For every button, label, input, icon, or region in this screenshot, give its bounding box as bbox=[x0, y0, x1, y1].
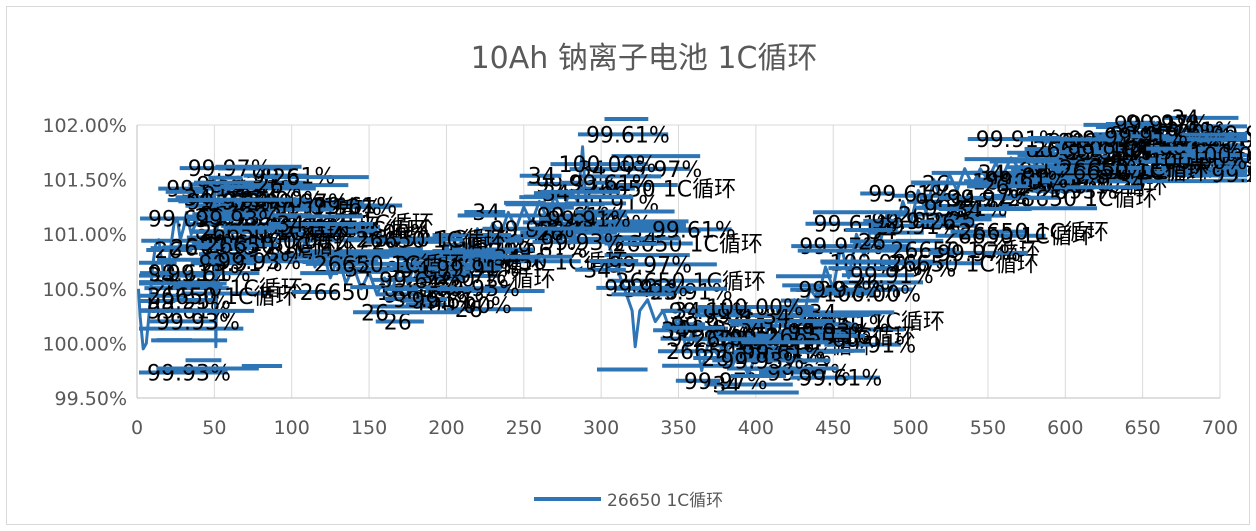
data-label: 26 bbox=[982, 175, 1010, 200]
data-label: 34 bbox=[276, 213, 304, 238]
data-label: 100.00% bbox=[558, 153, 656, 178]
x-tick-label: 500 bbox=[892, 417, 928, 439]
data-label: 99.61% bbox=[868, 182, 952, 207]
data-label: 99.93% bbox=[147, 362, 231, 387]
label-clutter: 99.93%2699.61%342634100.00%3499.97%99.93… bbox=[139, 107, 1251, 399]
data-label: 99.97% bbox=[937, 242, 1021, 267]
y-tick-label: 101.00% bbox=[42, 224, 127, 246]
x-tick-label: 400 bbox=[738, 417, 774, 439]
x-tick-label: 50 bbox=[202, 417, 226, 439]
data-label: 99.91% bbox=[1067, 141, 1151, 166]
data-label: 99.91% bbox=[436, 257, 520, 282]
data-label: 34 bbox=[1171, 107, 1199, 132]
data-label: 26650 1C循环 bbox=[356, 229, 506, 254]
data-label: 99.97% bbox=[798, 279, 882, 304]
data-label: 34 bbox=[542, 182, 570, 207]
data-label: 99.61% bbox=[813, 213, 897, 238]
data-label: 26650 1C循环 bbox=[889, 252, 1039, 277]
data-label: 99.61% bbox=[652, 218, 736, 243]
data-label: 34 bbox=[623, 278, 651, 303]
data-label: 26 bbox=[170, 236, 198, 261]
data-label: 26650 1C循环 bbox=[944, 225, 1094, 250]
data-label: 99.93% bbox=[720, 349, 804, 374]
data-label: 100.00% bbox=[1000, 170, 1098, 195]
data-label: 34 bbox=[673, 300, 701, 325]
x-tick-label: 700 bbox=[1202, 417, 1238, 439]
data-label: 99.97% bbox=[186, 190, 270, 215]
data-label: 99.97% bbox=[767, 361, 851, 386]
chart-title: 10Ah 钠离子电池 1C循环 bbox=[471, 41, 818, 76]
x-tick-label: 550 bbox=[970, 417, 1006, 439]
legend-label: 26650 1C循环 bbox=[607, 491, 723, 511]
data-label: 26650 1C循环 bbox=[958, 221, 1108, 246]
data-label: 26 bbox=[1040, 180, 1068, 205]
x-tick-label: 350 bbox=[660, 417, 696, 439]
y-tick-label: 101.50% bbox=[42, 170, 127, 192]
data-label: 34 bbox=[763, 305, 791, 330]
data-label: 99.97% bbox=[618, 158, 702, 183]
data-label: 100.00% bbox=[823, 282, 921, 307]
data-label: 26650 1C循环 bbox=[314, 253, 464, 278]
x-tick-labels: 0 50 100 150 200 250 300 350 400 450 500 550 600 650 7… bbox=[131, 417, 1238, 439]
x-tick-label: 450 bbox=[815, 417, 851, 439]
data-label: 34 bbox=[528, 165, 556, 190]
data-label: 99.61% bbox=[586, 123, 670, 148]
data-label: 99.91% bbox=[915, 191, 999, 216]
chart-svg: 10Ah 钠离子电池 1C循环 0 50 100 150 200 250 300 350 400… bbox=[42, 41, 1251, 511]
y-tick-labels: 99.50% 100.00% 100.50% 101.00% 101.50% 102.00… bbox=[42, 115, 127, 410]
data-label: 26 bbox=[922, 172, 950, 197]
x-tick-label: 0 bbox=[131, 417, 143, 439]
data-label: 26 bbox=[154, 239, 182, 264]
data-label: 100.00% bbox=[706, 296, 804, 321]
data-label: 99.93% bbox=[217, 250, 301, 275]
data-label: 26650 1C循环 bbox=[765, 325, 915, 350]
data-label: 99.91% bbox=[604, 277, 688, 302]
data-label: 100.00% bbox=[1189, 144, 1251, 169]
data-label: 26650 1C循环 bbox=[152, 277, 302, 302]
data-label: 34 bbox=[1118, 170, 1146, 195]
data-label: 34 bbox=[954, 198, 982, 223]
y-tick-label: 100.00% bbox=[42, 333, 127, 355]
data-label: 34 bbox=[661, 319, 689, 344]
y-tick-label: 99.50% bbox=[55, 388, 127, 410]
data-label: 99.97% bbox=[608, 253, 692, 278]
data-label: 99.61% bbox=[798, 367, 882, 392]
data-label: 99.97% bbox=[799, 235, 883, 260]
x-tick-label: 650 bbox=[1125, 417, 1161, 439]
x-tick-label: 200 bbox=[428, 417, 464, 439]
data-label: 99.61% bbox=[985, 169, 1069, 194]
data-label: 99.91% bbox=[1104, 125, 1188, 150]
data-label: 26 bbox=[692, 328, 720, 353]
chart-frame: 10Ah 钠离子电池 1C循环 0 50 100 150 200 250 300 350 400… bbox=[6, 6, 1251, 525]
data-label: 99.97% bbox=[684, 370, 768, 395]
data-label: 26 bbox=[272, 166, 300, 191]
data-label: 99.93% bbox=[541, 231, 625, 256]
x-tick-label: 150 bbox=[351, 417, 387, 439]
data-label: 26 bbox=[858, 230, 886, 255]
y-tick-label: 102.00% bbox=[42, 115, 127, 137]
data-label: 26650 1C循环 bbox=[205, 234, 355, 259]
x-tick-label: 300 bbox=[583, 417, 619, 439]
data-label: 99.93% bbox=[156, 310, 240, 335]
x-tick-label: 100 bbox=[274, 417, 310, 439]
data-label: 26 bbox=[361, 301, 389, 326]
y-tick-label: 100.50% bbox=[42, 279, 127, 301]
x-tick-label: 250 bbox=[506, 417, 542, 439]
x-tick-label: 600 bbox=[1047, 417, 1083, 439]
axis-lines bbox=[136, 125, 1220, 399]
data-label: 26650 1C循环 bbox=[226, 199, 376, 224]
data-label: 26650 1C循环 bbox=[147, 285, 297, 310]
legend: 26650 1C循环 bbox=[534, 491, 723, 511]
data-label: 26 bbox=[384, 311, 412, 336]
data-label: 99.91% bbox=[850, 264, 934, 289]
data-label: 99.97% bbox=[188, 157, 272, 182]
data-label: 100.00% bbox=[734, 345, 832, 370]
data-label: 26650 1C循环 bbox=[1058, 161, 1208, 186]
data-label: 99.97% bbox=[265, 191, 349, 216]
